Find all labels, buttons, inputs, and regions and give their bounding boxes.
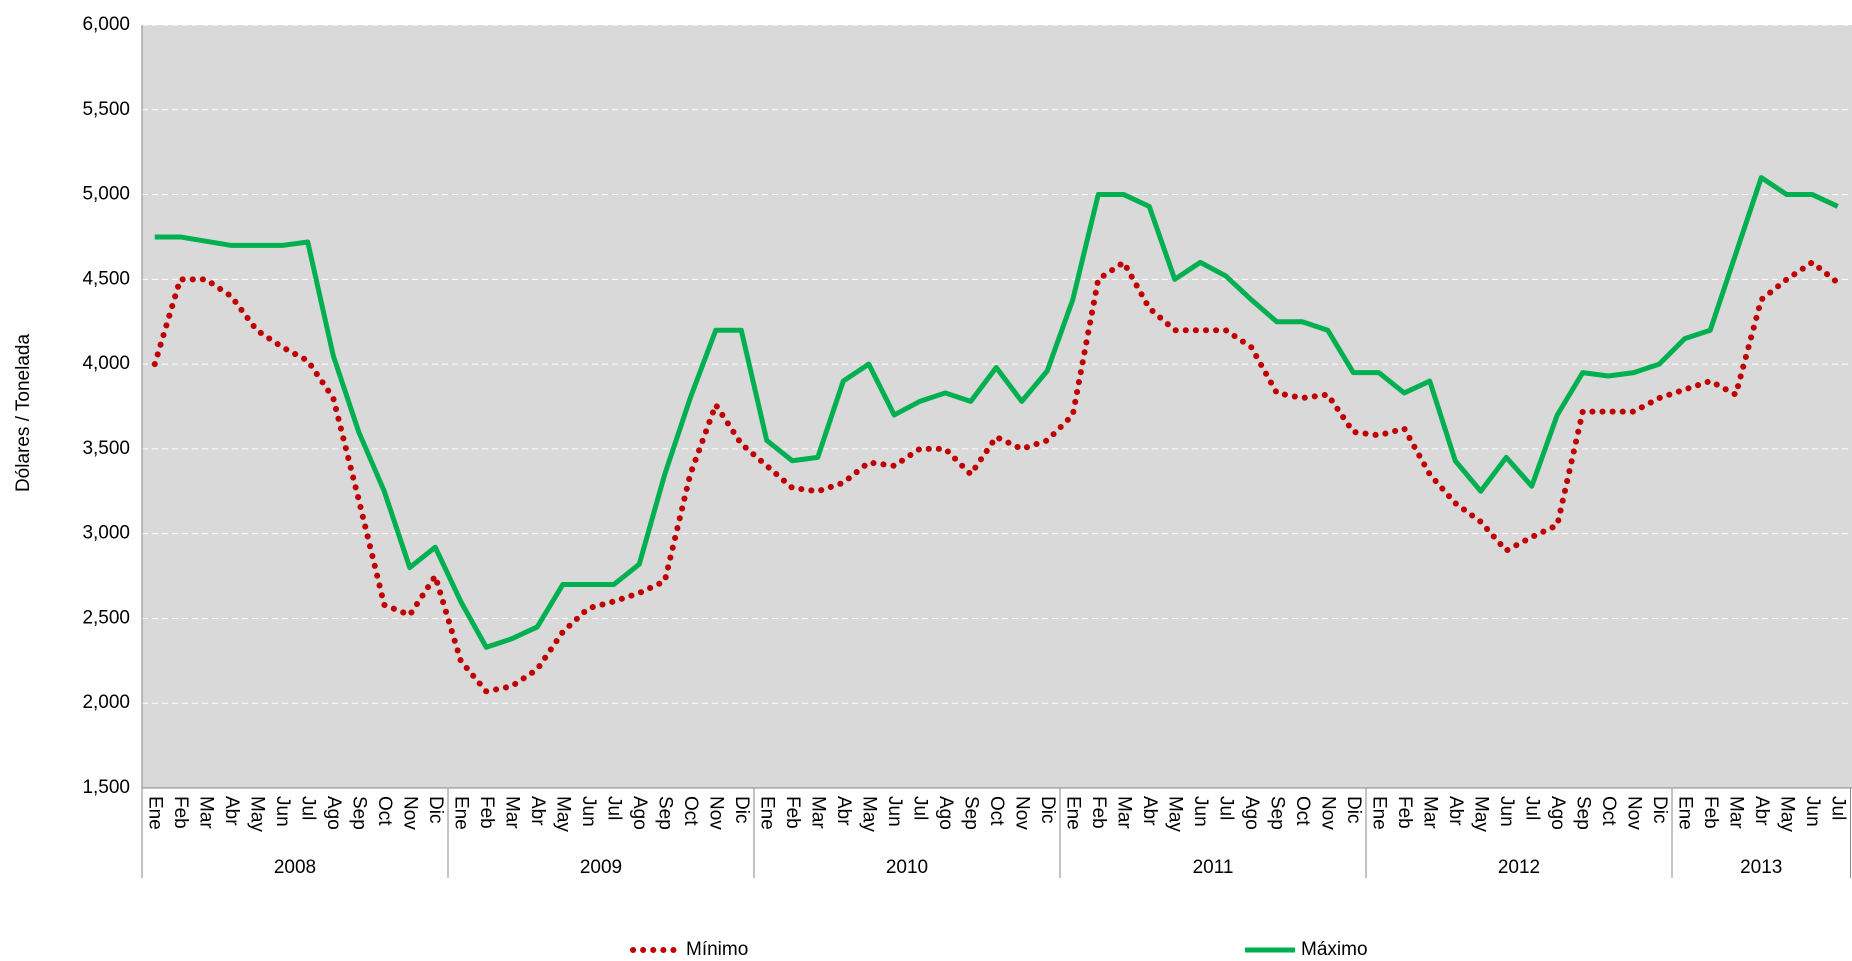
x-tick-label: Sep [349, 796, 370, 830]
y-tick-label: 4,500 [82, 268, 130, 289]
y-tick-label: 5,000 [82, 184, 130, 205]
x-tick-label: Jun [1190, 796, 1211, 827]
x-tick-label: Ago [1241, 796, 1262, 830]
x-tick-label: May [859, 796, 880, 832]
x-tick-label: Sep [1267, 796, 1288, 830]
x-group-label: 2009 [580, 857, 622, 878]
x-tick-label: Ago [1547, 796, 1568, 830]
x-tick-label: Ene [1063, 796, 1084, 830]
x-tick-label: Jul [1828, 796, 1849, 820]
x-tick-label: Abr [221, 796, 242, 826]
legend-label: Máximo [1301, 939, 1368, 960]
x-tick-label: Mar [808, 796, 829, 829]
x-tick-label: Ago [323, 796, 344, 830]
x-tick-label: Oct [986, 796, 1007, 826]
x-tick-label: Oct [1598, 796, 1619, 826]
x-tick-label: Abr [833, 796, 854, 826]
x-tick-label: Jul [604, 796, 625, 820]
x-tick-label: Jul [1522, 796, 1543, 820]
x-tick-label: Nov [1012, 796, 1033, 830]
x-tick-label: Feb [1088, 796, 1109, 829]
y-axis-label: Dólares / Tonelada [13, 334, 34, 493]
x-group-label: 2010 [886, 857, 928, 878]
x-tick-label: Oct [680, 796, 701, 826]
y-tick-label: 2,000 [82, 692, 130, 713]
series-line [154, 175, 1839, 650]
x-tick-label: Feb [782, 796, 803, 829]
x-tick-label: Abr [1445, 796, 1466, 826]
x-tick-label: Feb [476, 796, 497, 829]
x-tick-label: Dic [425, 796, 446, 823]
x-tick-label: Oct [374, 796, 395, 826]
x-tick-label: Nov [400, 796, 421, 830]
x-tick-label: Dic [731, 796, 752, 823]
x-tick-label: May [247, 796, 268, 832]
x-tick-label: Jun [884, 796, 905, 827]
y-tick-label: 2,500 [82, 607, 130, 628]
y-tick-label: 5,500 [82, 99, 130, 120]
x-tick-label: Mar [1726, 796, 1747, 829]
y-tick-label: 1,500 [82, 777, 130, 798]
x-tick-label: Ene [757, 796, 778, 830]
x-tick-label: Mar [1420, 796, 1441, 829]
x-tick-label: Dic [1037, 796, 1058, 823]
x-tick-label: Jun [272, 796, 293, 827]
x-tick-label: Abr [1751, 796, 1772, 826]
x-tick-label: May [553, 796, 574, 832]
x-tick-label: Ene [451, 796, 472, 830]
x-tick-label: Nov [1624, 796, 1645, 830]
x-tick-label: Ene [1675, 796, 1696, 830]
x-tick-label: Dic [1343, 796, 1364, 823]
x-tick-label: May [1777, 796, 1798, 832]
x-tick-label: Sep [655, 796, 676, 830]
x-tick-label: May [1165, 796, 1186, 832]
plot-area [142, 25, 1852, 788]
x-tick-label: Mar [502, 796, 523, 829]
x-tick-label: Jun [1496, 796, 1517, 827]
x-tick-label: Sep [1573, 796, 1594, 830]
x-group-label: 2008 [274, 857, 316, 878]
x-group-label: 2013 [1740, 857, 1782, 878]
x-tick-label: Feb [1700, 796, 1721, 829]
x-tick-label: Nov [706, 796, 727, 830]
x-tick-label: Ago [629, 796, 650, 830]
x-tick-label: Ene [1369, 796, 1390, 830]
x-tick-label: Jun [1802, 796, 1823, 827]
x-tick-label: Dic [1649, 796, 1670, 823]
y-tick-label: 4,000 [82, 353, 130, 374]
x-tick-label: May [1471, 796, 1492, 832]
x-tick-label: Sep [961, 796, 982, 830]
x-tick-label: Jul [910, 796, 931, 820]
x-tick-label: Mar [196, 796, 217, 829]
x-tick-label: Jul [1216, 796, 1237, 820]
x-tick-label: Nov [1318, 796, 1339, 830]
x-tick-label: Mar [1114, 796, 1135, 829]
x-tick-label: Jul [298, 796, 319, 820]
y-tick-label: 3,000 [82, 523, 130, 544]
x-tick-label: Abr [1139, 796, 1160, 826]
x-group-label: 2012 [1498, 857, 1540, 878]
y-tick-label: 6,000 [82, 14, 130, 35]
x-tick-label: Feb [170, 796, 191, 829]
x-tick-label: Ene [145, 796, 166, 830]
y-tick-label: 3,500 [82, 438, 130, 459]
x-tick-label: Feb [1394, 796, 1415, 829]
x-tick-label: Abr [527, 796, 548, 826]
x-tick-label: Ago [935, 796, 956, 830]
x-group-label: 2011 [1193, 857, 1234, 878]
legend-label: Mínimo [686, 939, 748, 960]
x-tick-label: Oct [1292, 796, 1313, 826]
x-tick-label: Jun [578, 796, 599, 827]
